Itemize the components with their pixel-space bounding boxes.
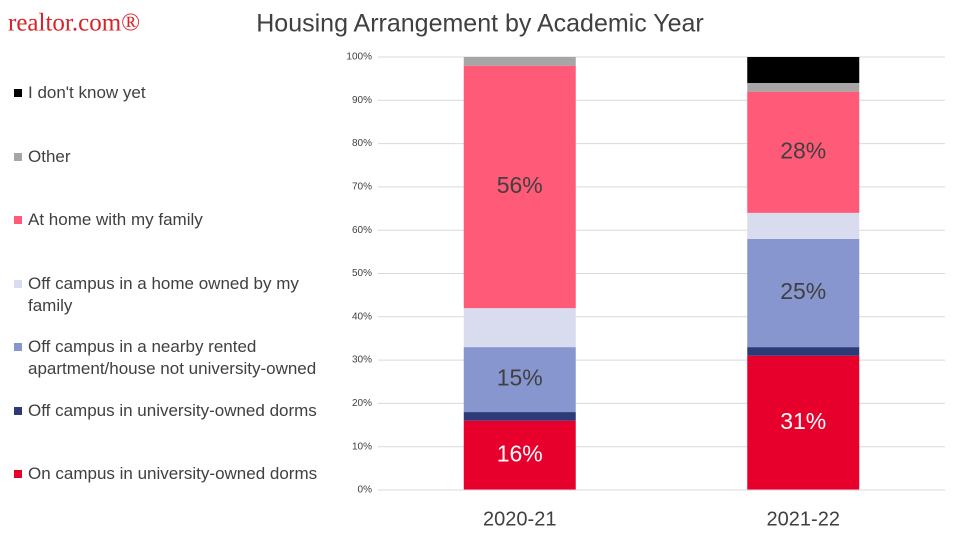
- bar-segment: [747, 238, 860, 348]
- bar-segment: [747, 82, 860, 92]
- legend-label: On campus in university-owned dorms: [28, 464, 318, 483]
- legend-item: Off campus in a home owned by my family: [12, 273, 330, 317]
- y-tick-label: 40%: [352, 311, 372, 322]
- y-tick-label: 90%: [352, 95, 372, 106]
- bar-segment: [463, 308, 576, 348]
- bar-segment: [747, 91, 860, 213]
- legend-label: I don't know yet: [28, 83, 146, 102]
- legend-label: Other: [28, 146, 71, 166]
- bar-segment: [463, 65, 576, 309]
- legend-item: Off campus in university-owned dorms: [12, 400, 330, 422]
- legend-swatch: [14, 343, 22, 351]
- y-tick-label: 20%: [352, 398, 372, 409]
- legend-item: I don't know yet: [12, 82, 330, 104]
- legend-label: At home with my family: [28, 210, 203, 229]
- bar-segment: [747, 57, 860, 83]
- legend-item: Off campus in a nearby rented apartment/…: [12, 336, 330, 380]
- legend-item: Other: [12, 146, 330, 168]
- y-tick-label: 80%: [352, 138, 372, 149]
- value-label: 56%: [497, 172, 543, 198]
- y-tick-label: 30%: [352, 355, 372, 366]
- x-tick-label: 2021-22: [767, 508, 840, 530]
- bar-segment: [747, 212, 860, 239]
- bar-segment: [747, 347, 860, 356]
- legend-swatch: [14, 406, 22, 415]
- bar-segment: [463, 412, 576, 421]
- legend-swatch: [14, 470, 22, 478]
- legend-label: Off campus in a nearby rented apartment/…: [28, 337, 317, 378]
- logo: realtor.com®: [8, 10, 140, 37]
- chart-title: Housing Arrangement by Academic Year: [256, 10, 704, 38]
- legend-item: On campus in university-owned dorms: [12, 463, 330, 485]
- legend-swatch: [14, 152, 22, 161]
- bar-segment: [463, 57, 576, 66]
- y-tick-label: 0%: [358, 485, 373, 496]
- legend-label: Off campus in a home owned by my family: [28, 273, 299, 315]
- value-label: 31%: [780, 408, 826, 434]
- y-tick-label: 50%: [352, 268, 372, 279]
- legend-swatch: [14, 216, 22, 224]
- legend-item: At home with my family: [12, 209, 330, 231]
- y-tick-label: 10%: [352, 441, 372, 452]
- value-label: 25%: [780, 278, 826, 304]
- bar-segment: [463, 347, 576, 413]
- y-tick-label: 100%: [346, 52, 372, 63]
- bar-segment: [747, 355, 860, 490]
- legend-swatch: [14, 279, 22, 288]
- value-label: 16%: [497, 440, 543, 466]
- legend-label: Off campus in university-owned dorms: [28, 400, 317, 420]
- value-label: 28%: [780, 137, 826, 163]
- bar-segment: [463, 420, 576, 490]
- value-label: 15%: [497, 365, 543, 391]
- legend-swatch: [14, 89, 22, 97]
- y-tick-label: 70%: [352, 182, 372, 193]
- x-tick-label: 2020-21: [483, 508, 556, 530]
- y-tick-label: 60%: [352, 225, 372, 236]
